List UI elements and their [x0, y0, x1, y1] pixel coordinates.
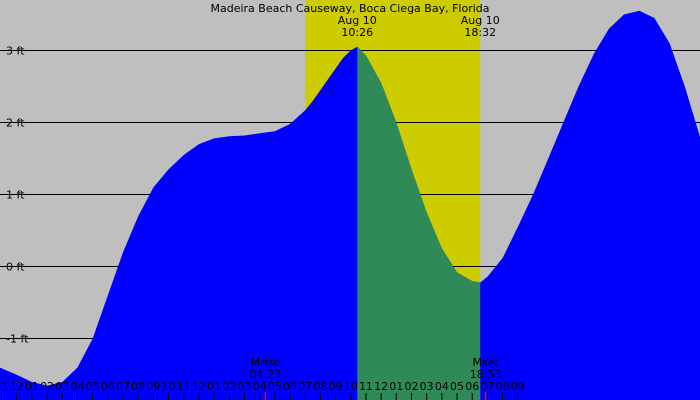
event-time: 18:32	[464, 26, 496, 39]
x-tick-label: 06	[101, 380, 115, 393]
x-tick-label: 03	[237, 380, 251, 393]
y-tick-label: 0 ft	[6, 261, 25, 274]
x-tick-label: 03	[55, 380, 69, 393]
x-tick-label: 03	[420, 380, 434, 393]
x-tick-label: 11	[0, 380, 9, 393]
x-tick-label: 02	[404, 380, 418, 393]
event-time: 10:26	[341, 26, 373, 39]
chart-title: Madeira Beach Causeway, Boca Ciega Bay, …	[211, 2, 490, 15]
moon-event-time: 18:53	[470, 368, 502, 381]
y-tick-label: 1 ft	[6, 189, 25, 202]
x-tick-label: 11	[177, 380, 191, 393]
x-tick-label: 09	[511, 380, 525, 393]
moon-event-name: Mset	[472, 356, 499, 369]
x-tick-label: 01	[207, 380, 221, 393]
x-tick-label: 04	[253, 380, 267, 393]
x-tick-label: 11	[359, 380, 373, 393]
event-date: Aug 10	[338, 14, 377, 27]
x-tick-label: 05	[268, 380, 282, 393]
x-tick-label: 06	[465, 380, 479, 393]
y-tick-label: -1 ft	[6, 333, 29, 346]
event-date: Aug 10	[461, 14, 500, 27]
x-tick-label: 12	[192, 380, 206, 393]
x-tick-label: 08	[313, 380, 327, 393]
x-tick-label: 08	[131, 380, 145, 393]
x-axis-ticks: 1112010203040506070809101112010203040506…	[0, 380, 525, 400]
x-tick-label: 08	[496, 380, 510, 393]
x-tick-label: 06	[283, 380, 297, 393]
x-tick-label: 01	[25, 380, 39, 393]
x-tick-label: 10	[162, 380, 176, 393]
x-tick-label: 01	[389, 380, 403, 393]
x-tick-label: 04	[70, 380, 84, 393]
x-tick-label: 12	[374, 380, 388, 393]
x-tick-label: 12	[10, 380, 24, 393]
x-tick-label: 05	[86, 380, 100, 393]
y-tick-label: 3 ft	[6, 44, 25, 57]
x-tick-label: 09	[146, 380, 160, 393]
x-tick-label: 07	[116, 380, 130, 393]
x-tick-label: 10	[344, 380, 358, 393]
x-tick-label: 07	[480, 380, 494, 393]
moon-event-name: Mrise	[251, 356, 281, 369]
x-tick-label: 02	[40, 380, 54, 393]
x-tick-label: 07	[298, 380, 312, 393]
y-axis-labels: 3 ft 2 ft 1 ft 0 ft -1 ft	[6, 44, 29, 345]
x-tick-label: 09	[329, 380, 343, 393]
x-tick-label: 05	[450, 380, 464, 393]
y-tick-label: 2 ft	[6, 117, 25, 130]
x-tick-label: 04	[435, 380, 449, 393]
moon-event-time: 04:23	[250, 368, 282, 381]
x-tick-label: 02	[222, 380, 236, 393]
